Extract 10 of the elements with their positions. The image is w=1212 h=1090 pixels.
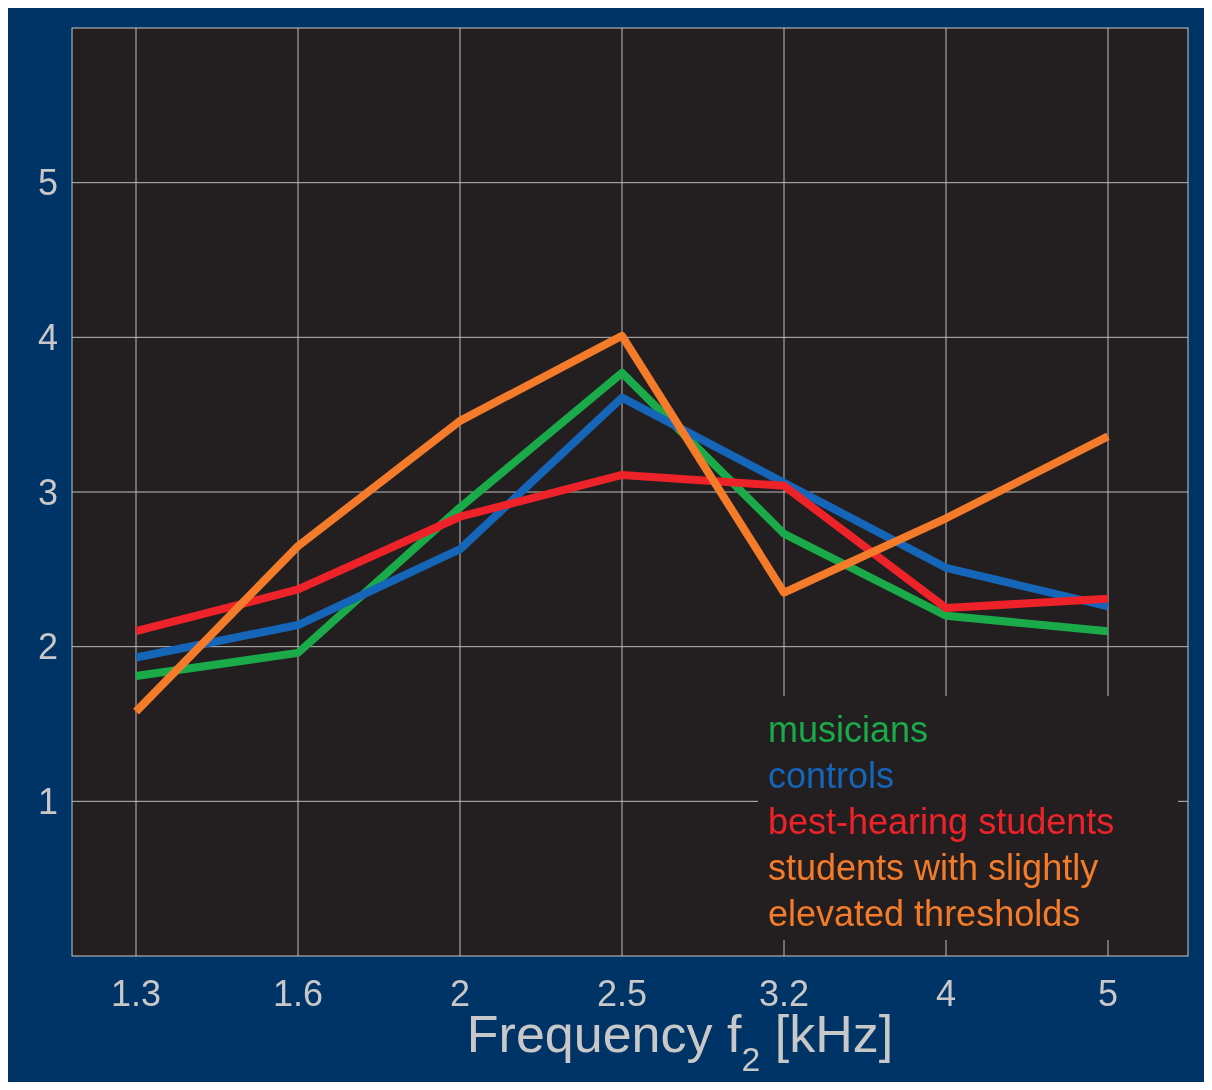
y-tick-label: 3 [37,471,58,513]
legend: musicians controls best-hearing students students with slightly elevated thresholds [758,696,1178,940]
y-tick-label: 1 [37,780,58,822]
y-tick-label: 2 [37,626,58,668]
y-tick-label: 5 [37,162,58,204]
y-tick-label: 4 [37,316,58,358]
x-tick-label: 1.3 [110,973,162,1014]
x-tick-label: 5 [1097,973,1119,1014]
x-tick-label: 4 [935,973,957,1014]
x-tick-label: 1.6 [272,973,324,1014]
